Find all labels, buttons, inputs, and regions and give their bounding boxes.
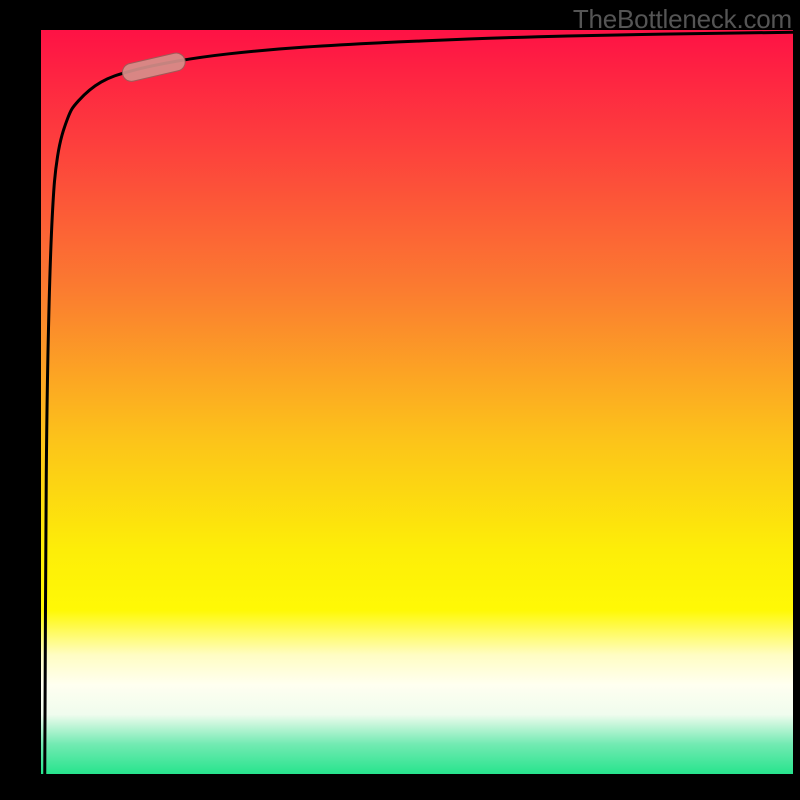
chart-container: TheBottleneck.com <box>0 0 800 800</box>
gradient-background <box>41 30 793 774</box>
plot-area <box>41 30 793 774</box>
plot-svg <box>41 30 793 774</box>
source-label: TheBottleneck.com <box>573 4 792 35</box>
